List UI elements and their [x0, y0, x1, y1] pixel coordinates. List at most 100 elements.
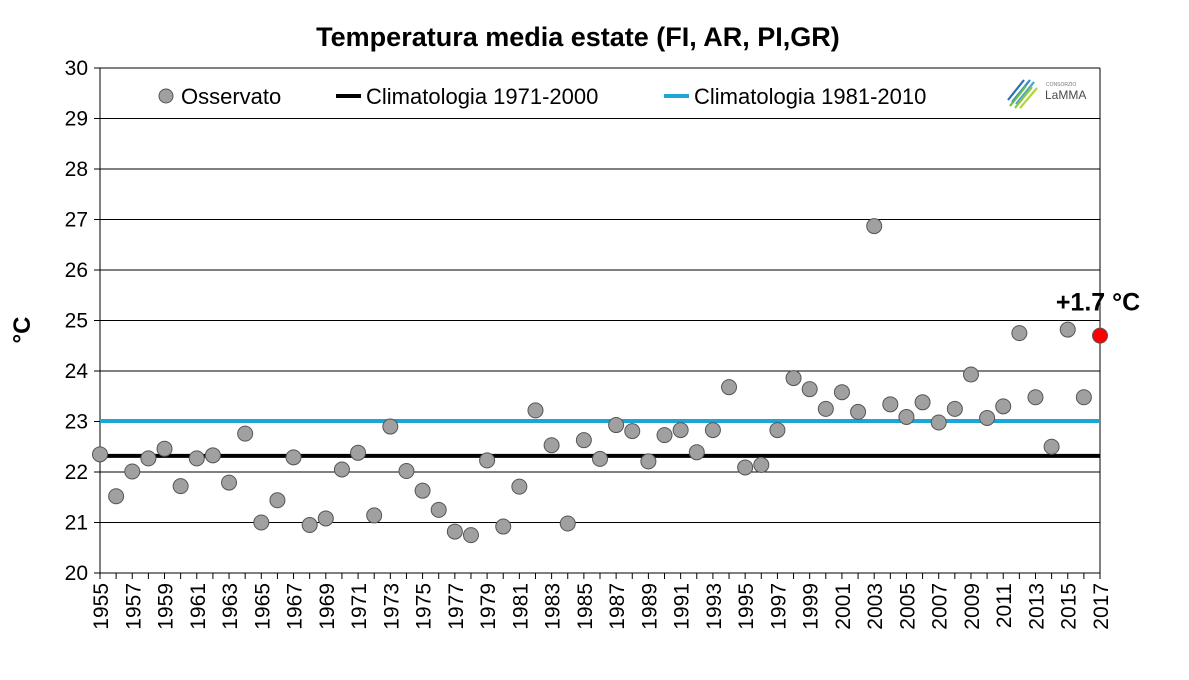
data-point: [688, 444, 705, 461]
data-point: [592, 450, 608, 467]
data-point: [1043, 438, 1060, 455]
y-axis-ticks: 20 21 22 23 24 25 26 27 28 29 30: [65, 57, 100, 585]
x-tick-label: 2011: [993, 583, 1016, 628]
x-tick-label: 2001: [832, 583, 855, 630]
data-point: [575, 432, 592, 449]
data-point: [930, 414, 947, 431]
data-point: [188, 450, 205, 467]
data-point: [350, 444, 367, 461]
data-point: [462, 527, 479, 544]
legend-label-osservato: Osservato: [181, 84, 281, 109]
x-tick-label: 2009: [961, 583, 984, 630]
y-tick-label: 28: [65, 158, 88, 181]
lamma-logo: CONSORZIO LaMMA: [1007, 79, 1086, 109]
data-point: [672, 422, 689, 439]
data-point: [1075, 389, 1092, 406]
x-tick-label: 2015: [1058, 583, 1081, 630]
legend: Osservato Climatologia 1971-2000 Climato…: [158, 84, 926, 109]
data-point: [269, 492, 286, 509]
legend-label-clim-1971: Climatologia 1971-2000: [366, 84, 598, 109]
logo-text: LaMMA: [1045, 88, 1086, 102]
x-tick-label: 1971: [348, 583, 371, 630]
x-tick-label: 1991: [671, 583, 694, 630]
x-tick-label: 2007: [929, 583, 952, 630]
data-point: [753, 456, 770, 473]
data-point: [866, 218, 883, 235]
x-tick-label: 1999: [800, 583, 823, 630]
x-tick-label: 1993: [703, 583, 726, 630]
data-point: [817, 400, 834, 417]
gridlines: [99, 67, 1101, 574]
data-point: [640, 453, 657, 470]
y-tick-label: 30: [65, 57, 88, 80]
x-tick-label: 1977: [445, 583, 468, 630]
data-point: [882, 396, 899, 413]
x-tick-label: 1959: [155, 583, 178, 630]
y-tick-label: 25: [65, 310, 88, 333]
data-point: [769, 422, 786, 439]
y-axis-label: °C: [9, 317, 36, 344]
data-point: [833, 384, 850, 401]
data-point: [237, 425, 254, 442]
y-tick-label: 20: [65, 562, 88, 585]
data-point: [124, 463, 141, 480]
data-point: [156, 440, 173, 457]
data-point: [221, 474, 238, 491]
data-point: [382, 418, 399, 435]
x-tick-label: 2013: [1025, 583, 1048, 630]
x-tick-label: 1995: [735, 583, 758, 630]
data-point: [301, 517, 318, 534]
x-tick-label: 2017: [1090, 583, 1113, 630]
data-point: [333, 461, 350, 478]
anomaly-annotation: +1.7 °C: [1056, 289, 1140, 317]
x-tick-label: 1969: [316, 583, 339, 630]
data-point: [511, 478, 528, 495]
x-tick-label: 1961: [187, 583, 210, 630]
lamma-logo-mark: [1007, 79, 1038, 109]
data-point: [898, 408, 915, 425]
x-tick-label: 1989: [638, 583, 661, 630]
legend-label-clim-1981: Climatologia 1981-2010: [694, 84, 926, 109]
x-tick-label: 1983: [542, 583, 565, 630]
data-point: [527, 402, 544, 419]
x-tick-label: 1997: [767, 583, 790, 630]
x-tick-label: 1963: [219, 583, 242, 630]
data-point: [785, 370, 802, 387]
data-point: [704, 422, 721, 439]
x-tick-label: 1979: [477, 583, 500, 630]
data-point: [366, 507, 383, 524]
x-tick-label: 2003: [864, 583, 887, 630]
data-point: [559, 515, 576, 532]
data-point: [317, 510, 334, 527]
x-tick-label: 1985: [574, 583, 597, 630]
data-point: [1059, 321, 1076, 338]
data-point: [1027, 389, 1044, 406]
y-tick-label: 24: [65, 360, 89, 383]
data-point-highlight: [1092, 327, 1108, 344]
x-tick-label: 1955: [90, 583, 113, 630]
data-point: [801, 381, 818, 398]
data-point: [430, 501, 447, 518]
data-point: [946, 400, 963, 417]
y-tick-label: 29: [65, 108, 88, 131]
y-tick-label: 21: [65, 512, 88, 535]
data-point: [608, 417, 625, 434]
data-point: [737, 459, 754, 476]
data-point: [172, 478, 189, 495]
legend-marker-osservato: [158, 88, 174, 104]
data-points: [92, 218, 1108, 544]
y-tick-label: 26: [65, 259, 88, 282]
x-tick-label: 1975: [413, 583, 436, 630]
data-point: [92, 446, 108, 463]
data-point: [979, 409, 996, 426]
data-point: [721, 379, 738, 396]
data-point: [204, 447, 221, 464]
data-point: [1011, 325, 1028, 342]
data-point: [398, 462, 415, 479]
x-tick-label: 1967: [284, 583, 307, 630]
x-tick-label: 1987: [606, 583, 629, 630]
data-point: [543, 437, 560, 454]
y-tick-label: 22: [65, 461, 88, 484]
data-point: [414, 482, 431, 499]
data-point: [624, 423, 641, 440]
